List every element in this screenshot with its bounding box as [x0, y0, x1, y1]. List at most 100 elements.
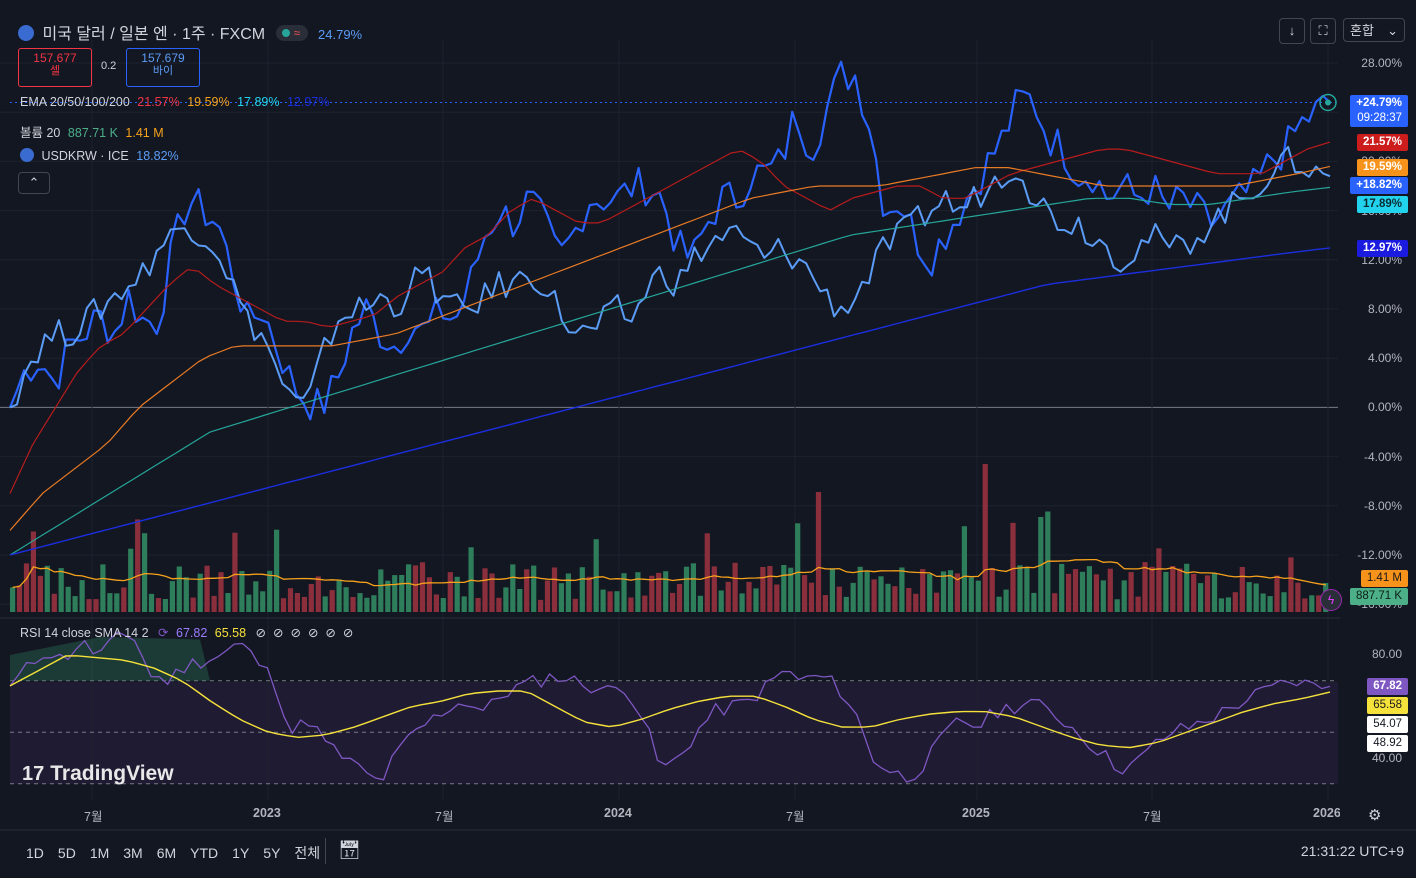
volume-bar [822, 595, 828, 612]
download-icon[interactable]: ↓ [1279, 18, 1305, 44]
empty-value-icon: ⊘⊘⊘⊘⊘⊘ [255, 626, 361, 640]
volume-bar [1024, 568, 1030, 612]
volume-bar [260, 591, 266, 612]
market-status-icon: ≈ [275, 25, 308, 41]
volume-bar [711, 566, 717, 612]
clock-timezone[interactable]: 21:31:22 UTC+9 [1300, 843, 1404, 859]
volume-bar [1204, 575, 1211, 612]
x-axis-label: 7월 [435, 810, 454, 824]
display-mode-select[interactable]: 혼합 ⌄ [1343, 18, 1405, 42]
bar-countdown: 09:28:37 [1357, 112, 1402, 124]
volume-bar [774, 584, 780, 612]
ema100-value: 17.89% [237, 95, 280, 109]
buy-button[interactable]: 157.679 바이 [126, 48, 200, 87]
volume-bar [697, 595, 703, 612]
price-axis-label: 0.00% [1367, 400, 1402, 415]
volume-bar [1191, 573, 1197, 612]
volume-bar [315, 576, 321, 612]
rsi-legend[interactable]: RSI 14 close SMA 14 2 ⟳ 67.82 65.58 ⊘⊘⊘⊘… [20, 625, 360, 640]
volume-bar [704, 533, 710, 612]
ema-legend-label: EMA 20/50/100/200 [20, 95, 130, 109]
tf-5y[interactable]: 5Y [263, 845, 281, 861]
tf-3m[interactable]: 3M [123, 845, 143, 861]
volume-bar [1163, 571, 1169, 612]
sell-price: 157.677 [33, 51, 77, 65]
volume-bar [593, 539, 599, 612]
volume-bar [385, 580, 391, 612]
ema-legend[interactable]: EMA 20/50/100/200 21.57% 19.59% 17.89% 1… [20, 95, 329, 109]
volume-bar [635, 572, 641, 612]
settings-gear-icon[interactable]: ⚙ [1368, 807, 1382, 824]
volume-bar [176, 566, 182, 612]
tf-all[interactable]: 전체 [294, 845, 321, 861]
rsi-upper-band-tag: 54.07 [1367, 716, 1408, 733]
rsi-value: 67.82 [176, 626, 208, 640]
volume-bar [649, 575, 655, 612]
volume-bar [1184, 563, 1190, 612]
symbol-title[interactable]: 미국 달러 / 일본 엔 · 1주 · FXCM [42, 26, 266, 43]
volume-bar [475, 598, 481, 612]
volume-bar [621, 573, 627, 612]
volume-bar [1302, 598, 1308, 612]
fullscreen-icon[interactable]: ⛶ [1310, 18, 1336, 44]
lightning-icon[interactable]: ϟ [1320, 589, 1342, 611]
volume-bar [1128, 572, 1134, 612]
tf-5d[interactable]: 5D [57, 845, 76, 861]
spread-value: 0.2 [101, 60, 117, 72]
volume-value: 887.71 K [67, 126, 118, 140]
volume-bar [239, 571, 245, 612]
date-range-calendar-icon[interactable]: 📅︎ [338, 840, 361, 860]
volume-bar [440, 598, 446, 612]
volume-bar [10, 587, 16, 612]
volume-bar [676, 584, 683, 612]
volume-bar [975, 580, 981, 612]
volume-bar [843, 596, 849, 612]
tf-6m[interactable]: 6M [156, 845, 177, 861]
ema200-tag: 12.97% [1356, 240, 1408, 257]
volume-bar [482, 568, 488, 612]
volume-bar [878, 576, 884, 612]
volume-bar [128, 548, 134, 612]
collapse-legend-chevron-up-icon[interactable]: ⌃ [18, 172, 50, 194]
sell-button[interactable]: 157.677 셀 [18, 48, 92, 87]
tf-1m[interactable]: 1M [89, 845, 110, 861]
price-axis-label: -4.00% [1363, 449, 1402, 464]
volume-bar [246, 594, 252, 612]
price-axis-label: -8.00% [1363, 498, 1402, 513]
volume-bar [954, 573, 960, 612]
tf-1y[interactable]: 1Y [232, 845, 250, 861]
last-price-marker [1319, 93, 1337, 112]
volume-bar [614, 591, 620, 612]
volume-bar [1274, 575, 1280, 612]
volume-bar [892, 586, 898, 612]
volume-bar [107, 593, 113, 612]
sell-label: 셀 [49, 65, 61, 77]
volume-bar [642, 595, 648, 612]
volume-bar [1198, 583, 1204, 612]
compare-legend-label: USDKRW · ICE [41, 149, 129, 163]
volume-bar [885, 583, 891, 612]
compare-legend[interactable]: USDKRW · ICE 18.82% [20, 148, 179, 163]
volume-bar [656, 572, 662, 612]
last-price-tag: +24.79% 09:28:37 [1350, 95, 1408, 127]
volume-bar [760, 567, 766, 612]
tf-1d[interactable]: 1D [26, 845, 44, 861]
volume-bar [155, 598, 162, 612]
price-axis-label: 4.00% [1367, 351, 1402, 366]
volume-ma-tag: 1.41 M [1360, 570, 1408, 587]
volume-bar [1017, 565, 1023, 612]
volume-bar [961, 526, 967, 612]
volume-bar [169, 581, 175, 612]
volume-bar [142, 533, 148, 612]
volume-bar [93, 599, 99, 612]
volume-bar [753, 588, 759, 612]
volume-bar [1253, 583, 1259, 612]
volume-legend[interactable]: 볼륨 20 887.71 K 1.41 M [20, 122, 164, 141]
volume-bar [906, 588, 912, 612]
volume-bar [982, 464, 988, 612]
volume-bar [37, 575, 43, 612]
volume-bar [558, 583, 564, 612]
volume-bar [920, 569, 926, 612]
tf-ytd[interactable]: YTD [190, 845, 219, 861]
